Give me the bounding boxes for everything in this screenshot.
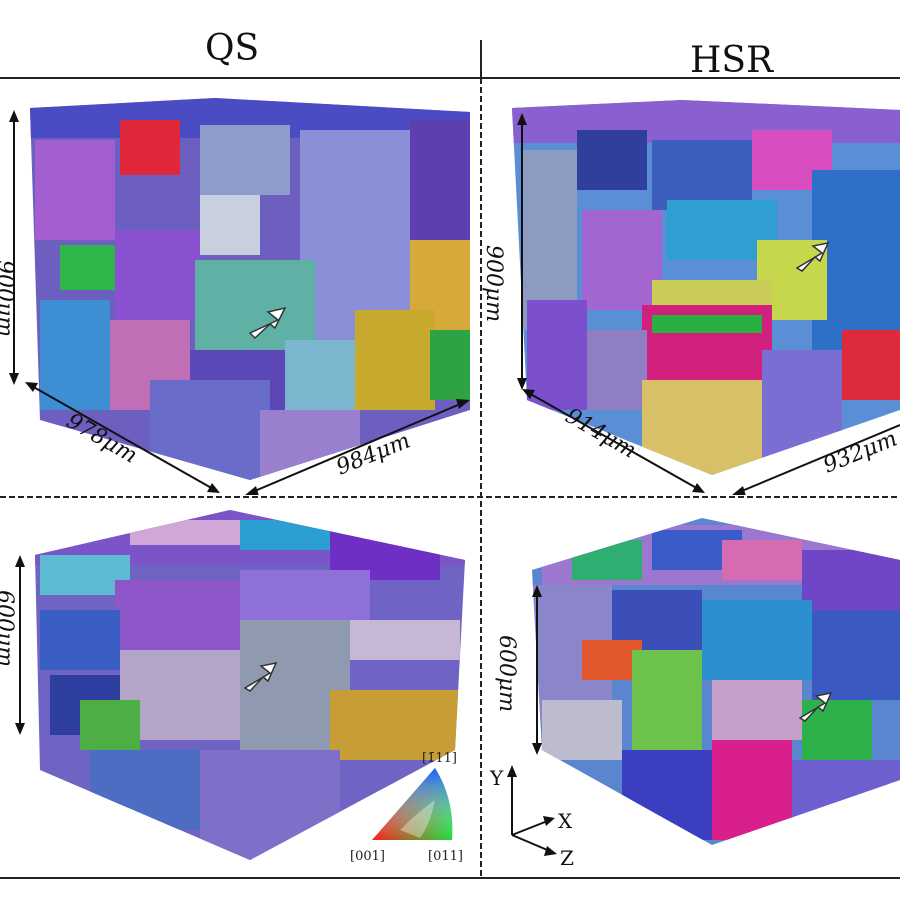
- ipf-legend-right-label: [011]: [428, 849, 463, 864]
- qs-top-grain-cube: 900μm 978μm 984μm: [0, 98, 470, 495]
- arrow-marker: [243, 661, 278, 692]
- column-title-qs: QS: [205, 28, 260, 69]
- hsr-top-width-label: 932μm: [820, 426, 900, 478]
- hsr-top-height-label: 900μm: [482, 245, 506, 322]
- qs-top-height-label: 900μm: [0, 260, 17, 337]
- column-title-hsr: HSR: [690, 40, 774, 81]
- qs-top-panel: 900μm 978μm 984μm: [0, 80, 478, 495]
- arrow-marker: [795, 241, 830, 272]
- qs-bottom-panel: 600μm [1̄11] [001] [0: [0, 500, 478, 878]
- hsr-bottom-panel: 600μm Y X Z: [482, 500, 900, 878]
- arrow-marker: [798, 691, 833, 722]
- hsr-top-panel: 900μm 914μm 932μm: [482, 80, 900, 495]
- qs-bottom-height-label: 600μm: [0, 590, 17, 667]
- arrow-marker: [248, 306, 287, 340]
- hsr-top-grain-cube: 900μm 914μm 932μm: [482, 100, 900, 495]
- axis-y-label: Y: [489, 766, 504, 790]
- coordinate-axes: Y X Z: [489, 765, 574, 870]
- axis-x-label: X: [558, 809, 573, 833]
- hsr-bottom-grain-cube: 600μm Y X Z: [489, 518, 900, 870]
- hsr-bottom-height-label: 600μm: [494, 635, 519, 712]
- ipf-legend-top-label: [1̄11]: [422, 751, 457, 766]
- axis-z-label: Z: [560, 846, 574, 870]
- qs-bottom-grain-cube: 600μm [1̄11] [001] [0: [0, 510, 465, 864]
- ipf-legend: [1̄11] [001] [011]: [350, 751, 463, 864]
- ipf-legend-left-label: [001]: [350, 849, 385, 864]
